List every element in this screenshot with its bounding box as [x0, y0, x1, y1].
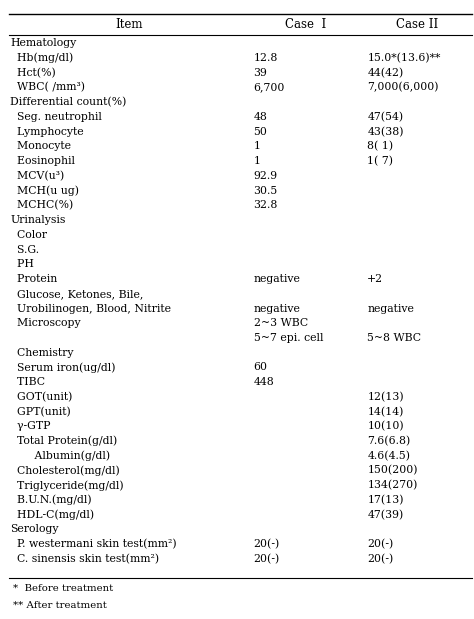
Text: 20(-): 20(-) — [254, 539, 280, 550]
Text: Monocyte: Monocyte — [10, 142, 72, 152]
Text: 48: 48 — [254, 112, 267, 122]
Text: Cholesterol(mg/dl): Cholesterol(mg/dl) — [10, 465, 120, 476]
Text: 50: 50 — [254, 127, 267, 137]
Text: Urobilinogen, Blood, Nitrite: Urobilinogen, Blood, Nitrite — [10, 303, 172, 313]
Text: negative: negative — [367, 303, 414, 313]
Text: 44(42): 44(42) — [367, 67, 403, 78]
Text: Glucose, Ketones, Bile,: Glucose, Ketones, Bile, — [10, 289, 144, 299]
Text: TIBC: TIBC — [10, 377, 46, 387]
Text: *  Before treatment: * Before treatment — [13, 584, 113, 592]
Text: Microscopy: Microscopy — [10, 318, 81, 328]
Text: P. westermani skin test(mm²): P. westermani skin test(mm²) — [10, 539, 177, 550]
Text: PH: PH — [10, 259, 34, 269]
Text: Chemistry: Chemistry — [10, 348, 74, 358]
Text: Hct(%): Hct(%) — [10, 67, 56, 78]
Text: 1: 1 — [254, 156, 261, 166]
Text: 47(54): 47(54) — [367, 112, 403, 122]
Text: Total Protein(g/dl): Total Protein(g/dl) — [10, 436, 118, 446]
Text: Case  I: Case I — [285, 18, 327, 32]
Text: 448: 448 — [254, 377, 274, 387]
Text: 15.0*(13.6)**: 15.0*(13.6)** — [367, 53, 441, 63]
Text: Lymphocyte: Lymphocyte — [10, 127, 84, 137]
Text: 5~7 epi. cell: 5~7 epi. cell — [254, 333, 323, 343]
Text: +2: +2 — [367, 274, 383, 284]
Text: 20(-): 20(-) — [367, 539, 393, 550]
Text: 4.6(4.5): 4.6(4.5) — [367, 451, 410, 461]
Text: 134(270): 134(270) — [367, 480, 418, 490]
Text: 43(38): 43(38) — [367, 126, 404, 137]
Text: 20(-): 20(-) — [254, 554, 280, 564]
Text: 5~8 WBC: 5~8 WBC — [367, 333, 421, 343]
Text: negative: negative — [254, 274, 301, 284]
Text: Item: Item — [115, 18, 143, 32]
Text: 7.6(6.8): 7.6(6.8) — [367, 436, 410, 446]
Text: negative: negative — [254, 303, 301, 313]
Text: MCHC(%): MCHC(%) — [10, 200, 73, 210]
Text: 20(-): 20(-) — [367, 554, 393, 564]
Text: 1( 7): 1( 7) — [367, 156, 393, 167]
Text: Hb(mg/dl): Hb(mg/dl) — [10, 53, 73, 63]
Text: 92.9: 92.9 — [254, 171, 278, 181]
Text: Protein: Protein — [10, 274, 58, 284]
Text: Differential count(%): Differential count(%) — [10, 97, 127, 108]
Text: 47(39): 47(39) — [367, 509, 403, 520]
Text: MCH(u ug): MCH(u ug) — [10, 185, 80, 196]
Text: 1: 1 — [254, 142, 261, 152]
Text: MCV(u³): MCV(u³) — [10, 171, 64, 181]
Text: Urinalysis: Urinalysis — [10, 215, 66, 225]
Text: 30.5: 30.5 — [254, 186, 278, 196]
Text: Case II: Case II — [396, 18, 438, 32]
Text: 6,700: 6,700 — [254, 82, 285, 92]
Text: Seg. neutrophil: Seg. neutrophil — [10, 112, 102, 122]
Text: 12.8: 12.8 — [254, 53, 278, 63]
Text: WBC( /mm³): WBC( /mm³) — [10, 82, 85, 93]
Text: Serum iron(ug/dl): Serum iron(ug/dl) — [10, 362, 116, 373]
Text: Eosinophil: Eosinophil — [10, 156, 75, 166]
Text: 8( 1): 8( 1) — [367, 141, 393, 152]
Text: GPT(unit): GPT(unit) — [10, 407, 71, 417]
Text: 10(10): 10(10) — [367, 421, 404, 431]
Text: 7,000(6,000): 7,000(6,000) — [367, 82, 439, 93]
Text: Albumin(g/dl): Albumin(g/dl) — [10, 451, 110, 461]
Text: Hematology: Hematology — [10, 38, 77, 48]
Text: B.U.N.(mg/dl): B.U.N.(mg/dl) — [10, 495, 92, 505]
Text: 17(13): 17(13) — [367, 495, 404, 505]
Text: 60: 60 — [254, 363, 268, 373]
Text: 12(13): 12(13) — [367, 392, 404, 402]
Text: 150(200): 150(200) — [367, 465, 418, 476]
Text: Color: Color — [10, 230, 47, 240]
Text: 39: 39 — [254, 68, 267, 78]
Text: HDL-C(mg/dl): HDL-C(mg/dl) — [10, 509, 94, 520]
Text: GOT(unit): GOT(unit) — [10, 392, 73, 402]
Text: 14(14): 14(14) — [367, 407, 404, 417]
Text: S.G.: S.G. — [10, 245, 39, 254]
Text: Triglyceride(mg/dl): Triglyceride(mg/dl) — [10, 480, 124, 491]
Text: γ-GTP: γ-GTP — [10, 422, 51, 431]
Text: 2~3 WBC: 2~3 WBC — [254, 318, 308, 328]
Text: Serology: Serology — [10, 524, 59, 534]
Text: C. sinensis skin test(mm²): C. sinensis skin test(mm²) — [10, 554, 160, 564]
Text: ** After treatment: ** After treatment — [13, 601, 107, 610]
Text: 32.8: 32.8 — [254, 201, 278, 210]
